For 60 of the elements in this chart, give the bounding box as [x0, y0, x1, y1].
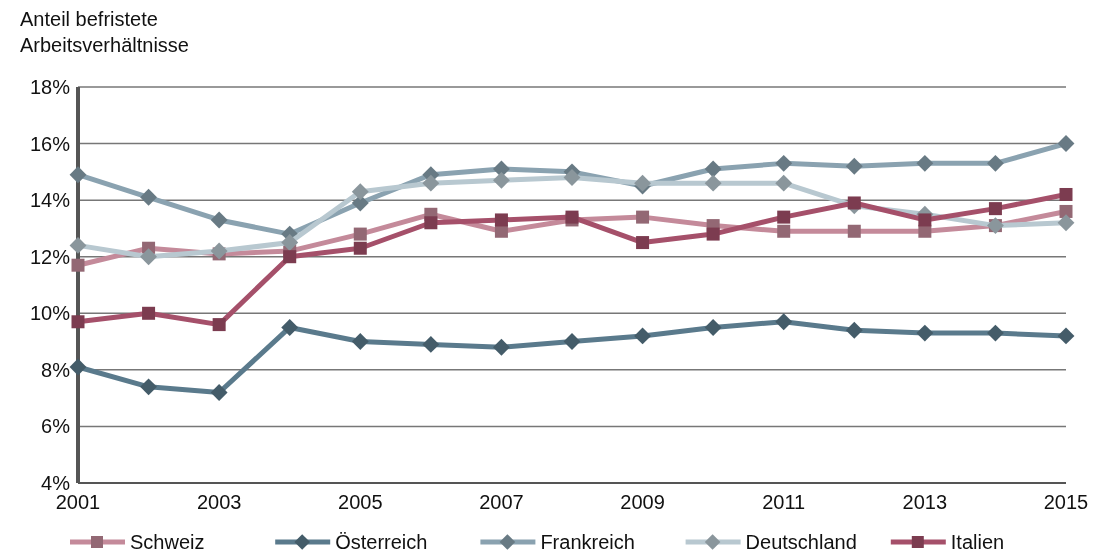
- point: [845, 321, 863, 339]
- point: [1057, 135, 1075, 153]
- point: [140, 188, 158, 206]
- legend-label: Schweiz: [130, 531, 205, 553]
- point: [847, 196, 861, 210]
- x-tick-label: 2009: [620, 491, 665, 513]
- point: [916, 154, 934, 172]
- point: [636, 236, 650, 250]
- y-tick-label: 4%: [41, 472, 71, 494]
- point: [210, 211, 228, 229]
- point: [845, 157, 863, 175]
- point: [353, 241, 367, 255]
- point: [71, 315, 85, 329]
- y-axis-title: Anteil befristete Arbeitsverhältnisse: [20, 8, 189, 56]
- legend-label: Italien: [950, 531, 1005, 553]
- y-tick-label: 10%: [29, 302, 71, 325]
- x-tick-label: 2001: [55, 491, 101, 513]
- y-tick-label: 18%: [29, 76, 71, 98]
- point: [988, 202, 1002, 216]
- point: [704, 318, 722, 336]
- point: [1059, 187, 1073, 201]
- point: [918, 213, 932, 227]
- x-tick-label: 2005: [338, 491, 383, 513]
- y-tick-label: 8%: [41, 358, 71, 381]
- point: [422, 335, 440, 353]
- point: [986, 154, 1004, 172]
- point: [210, 384, 228, 401]
- point: [777, 210, 791, 224]
- point: [212, 318, 226, 332]
- x-tick-label: 2003: [196, 491, 242, 513]
- legend-label: Österreich: [335, 531, 428, 553]
- y-tick-label: 6%: [41, 415, 71, 438]
- x-tick-label: 2013: [902, 491, 948, 513]
- point: [494, 213, 508, 227]
- point: [1057, 327, 1075, 345]
- y-tick-label: 16%: [29, 132, 71, 155]
- point: [986, 324, 1004, 342]
- point: [281, 318, 299, 336]
- point: [140, 378, 158, 396]
- point: [351, 333, 369, 351]
- point: [775, 313, 793, 331]
- point: [492, 338, 510, 356]
- point: [634, 327, 652, 345]
- point: [69, 358, 87, 376]
- y-tick-label: 12%: [29, 245, 71, 268]
- point: [69, 166, 87, 184]
- point: [706, 227, 720, 241]
- point: [424, 216, 438, 230]
- legend-label: Deutschland: [745, 531, 857, 553]
- point: [916, 324, 934, 342]
- x-tick-label: 2007: [479, 491, 524, 513]
- x-tick-label: 2011: [762, 491, 806, 513]
- y-tick-label: 14%: [29, 189, 71, 212]
- point: [142, 306, 156, 320]
- legend-label: Frankreich: [540, 531, 635, 553]
- point: [704, 160, 722, 178]
- point: [775, 154, 793, 172]
- point: [283, 250, 297, 264]
- x-tick-label: 2015: [1043, 491, 1089, 513]
- point: [563, 333, 581, 351]
